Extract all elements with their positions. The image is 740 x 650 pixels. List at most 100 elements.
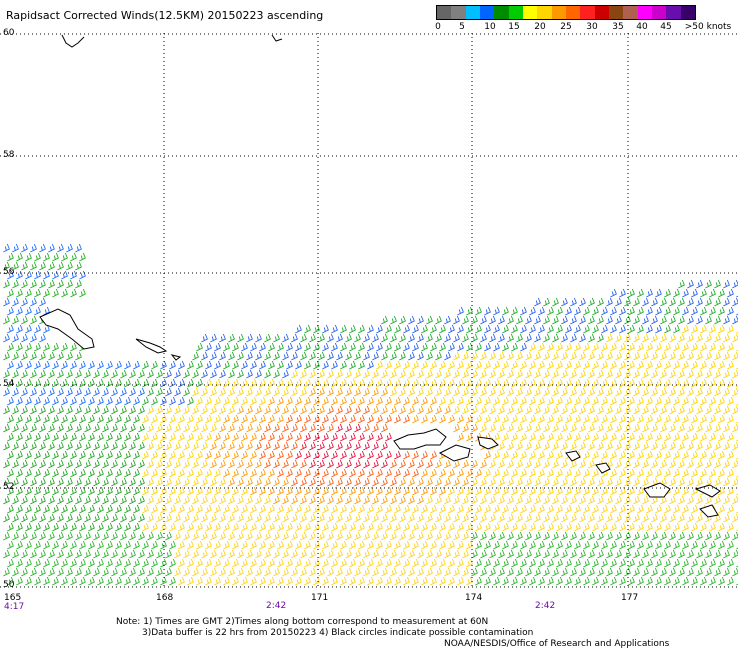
wind-barb (264, 459, 271, 469)
wind-barb (700, 324, 707, 334)
wind-barb (435, 369, 442, 379)
wind-barb (412, 324, 419, 334)
wind-barb (124, 360, 131, 370)
wind-barb (619, 540, 626, 550)
wind-barb (277, 540, 284, 550)
wind-barb (322, 468, 329, 478)
wind-barb (246, 495, 253, 505)
wind-barb (421, 360, 428, 370)
wind-barb (93, 459, 100, 469)
wind-barb (628, 450, 635, 460)
wind-barb (606, 405, 613, 415)
wind-barb (12, 387, 19, 397)
wind-barb (183, 405, 190, 415)
wind-barb (156, 405, 163, 415)
wind-barb (592, 360, 599, 370)
wind-barb (691, 450, 698, 460)
wind-barb (12, 459, 19, 469)
wind-barb (295, 468, 302, 478)
wind-barb (426, 351, 433, 361)
legend-label-35: 35 (612, 22, 624, 32)
wind-barb (318, 351, 325, 361)
wind-barb (219, 459, 226, 469)
wind-barb (286, 558, 293, 568)
wind-barb (345, 441, 352, 451)
wind-barb (165, 441, 172, 451)
wind-barb (300, 567, 307, 577)
wind-barb (718, 414, 725, 424)
wind-barb (79, 414, 86, 424)
wind-barb (660, 315, 667, 325)
wind-barb (192, 513, 199, 523)
wind-barb (210, 495, 217, 505)
wind-barb (282, 567, 289, 577)
wind-barb (327, 495, 334, 505)
wind-barb (651, 315, 658, 325)
wind-barb (88, 360, 95, 370)
wind-barb (16, 504, 23, 514)
wind-barb (615, 477, 622, 487)
wind-barb (723, 279, 730, 289)
wind-barb (633, 441, 640, 451)
wind-barb (309, 369, 316, 379)
wind-barb (597, 369, 604, 379)
wind-barb (165, 495, 172, 505)
wind-barb (736, 415, 740, 424)
wind-barb (201, 423, 208, 433)
wind-barb (25, 522, 32, 532)
wind-barb (228, 333, 235, 343)
wind-barb (39, 459, 46, 469)
wind-barb (547, 414, 554, 424)
wind-barb (597, 513, 604, 523)
wind-barb (16, 288, 23, 298)
wind-barb (669, 549, 676, 559)
wind-barb (673, 342, 680, 352)
wind-barb (39, 567, 46, 577)
wind-barb (354, 477, 361, 487)
wind-barb (309, 441, 316, 451)
wind-barb (394, 396, 401, 406)
wind-barb (372, 549, 379, 559)
wind-barb (655, 540, 662, 550)
wind-barb (174, 531, 181, 541)
wind-barb (583, 342, 590, 352)
wind-barb (633, 297, 640, 307)
wind-barb (34, 576, 41, 586)
wind-barb (142, 540, 149, 550)
wind-barb (273, 459, 280, 469)
wind-barb (264, 513, 271, 523)
wind-barb (633, 549, 640, 559)
wind-barb (246, 333, 253, 343)
wind-barb (498, 459, 505, 469)
wind-barb (255, 549, 262, 559)
wind-barb (79, 252, 86, 262)
wind-barb (282, 387, 289, 397)
wind-barb (525, 387, 532, 397)
wind-barb (628, 288, 635, 298)
wind-barb (340, 468, 347, 478)
wind-barb (736, 433, 740, 442)
wind-barb (241, 396, 248, 406)
wind-barb (282, 369, 289, 379)
wind-barb (628, 306, 635, 316)
wind-barb (525, 495, 532, 505)
wind-barb (268, 468, 275, 478)
wind-barb (597, 297, 604, 307)
wind-barb (709, 558, 716, 568)
wind-barb (3, 567, 10, 577)
wind-barb (52, 432, 59, 442)
wind-barb (183, 441, 190, 451)
wind-barb (633, 513, 640, 523)
wind-barb (318, 567, 325, 577)
wind-barb (457, 396, 464, 406)
wind-barb (228, 495, 235, 505)
wind-barb (601, 504, 608, 514)
wind-barb (610, 324, 617, 334)
wind-barb (610, 378, 617, 388)
wind-barb (129, 441, 136, 451)
wind-barb (475, 504, 482, 514)
wind-barb (462, 387, 469, 397)
wind-barb (615, 567, 622, 577)
wind-barb (709, 342, 716, 352)
wind-barb (430, 558, 437, 568)
